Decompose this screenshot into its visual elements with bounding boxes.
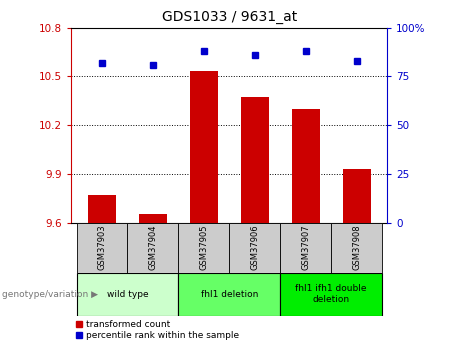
Text: fhl1 deletion: fhl1 deletion (201, 289, 258, 299)
Title: GDS1033 / 9631_at: GDS1033 / 9631_at (162, 10, 297, 24)
Text: GSM37907: GSM37907 (301, 225, 310, 270)
Text: GSM37905: GSM37905 (199, 225, 208, 270)
Bar (292, 109, 320, 223)
Text: GSM37908: GSM37908 (352, 225, 361, 270)
Bar (280, 273, 382, 316)
Text: genotype/variation ▶: genotype/variation ▶ (2, 289, 98, 299)
Bar (331, 223, 382, 273)
Bar (343, 169, 371, 223)
Text: GSM37903: GSM37903 (98, 225, 106, 270)
Bar (241, 97, 269, 223)
Bar (139, 214, 167, 223)
Bar (77, 273, 178, 316)
Bar (88, 195, 116, 223)
Bar (229, 223, 280, 273)
Bar (178, 223, 229, 273)
Bar (77, 223, 128, 273)
Text: GSM37904: GSM37904 (148, 225, 158, 270)
Bar (128, 223, 178, 273)
Text: wild type: wild type (106, 289, 148, 299)
Bar (280, 223, 331, 273)
Text: GSM37906: GSM37906 (250, 225, 260, 270)
Bar (190, 71, 218, 223)
Bar (178, 273, 280, 316)
Text: fhl1 ifh1 double
deletion: fhl1 ifh1 double deletion (296, 284, 367, 304)
Legend: transformed count, percentile rank within the sample: transformed count, percentile rank withi… (76, 320, 239, 341)
